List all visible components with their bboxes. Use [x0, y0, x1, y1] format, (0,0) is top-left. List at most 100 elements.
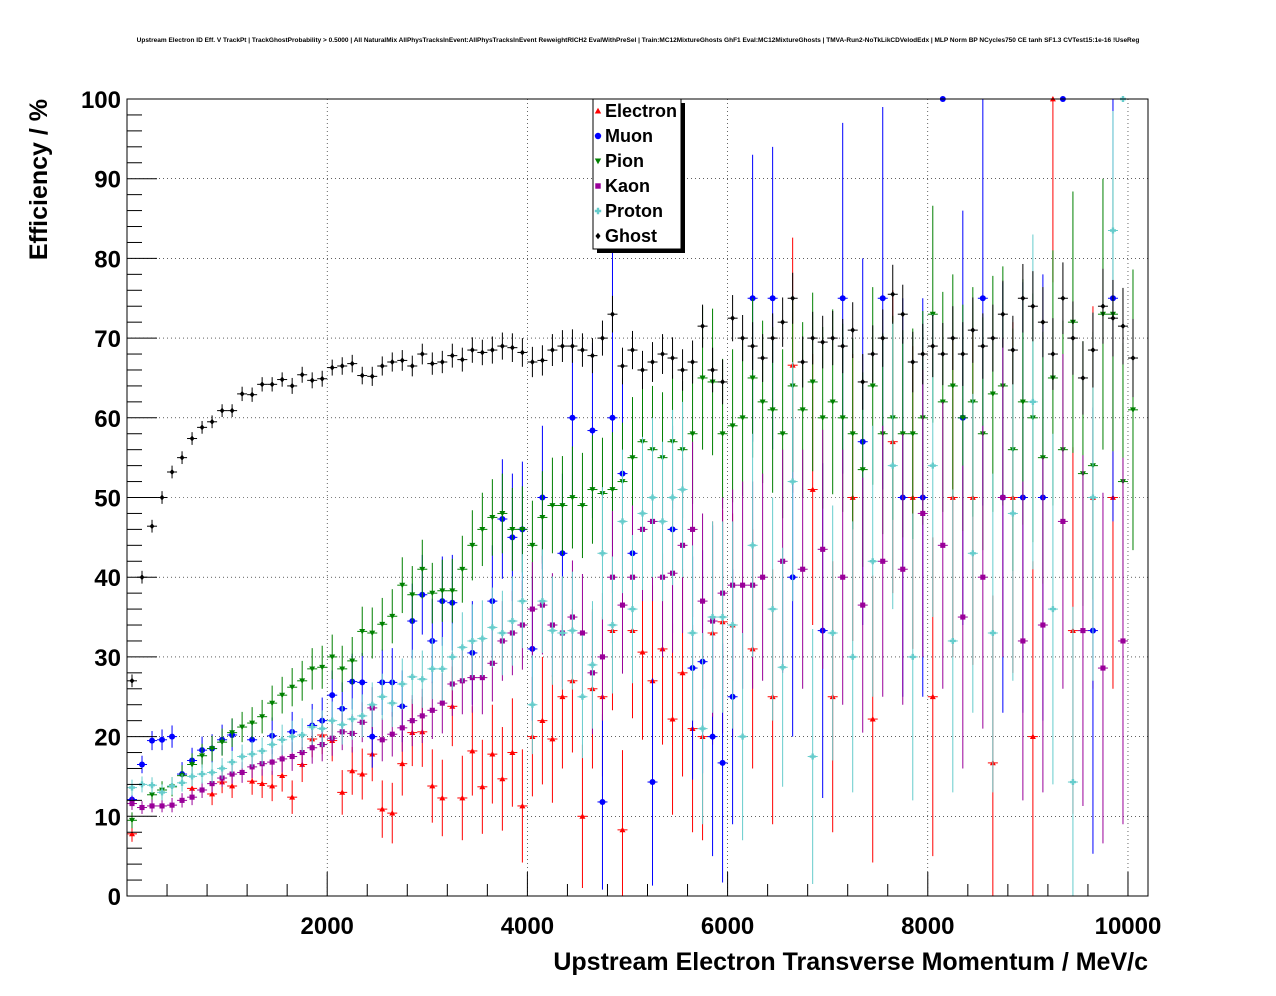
point-pion [229, 730, 236, 736]
point-proton [369, 701, 376, 708]
point-pion [529, 542, 536, 549]
point-pion [549, 503, 556, 509]
y-tick-label: 20 [94, 725, 121, 752]
point-muon [719, 759, 726, 766]
x-tick-label: 4000 [501, 913, 554, 940]
point-pion [909, 431, 916, 437]
point-pion [519, 526, 526, 533]
point-proton [539, 598, 546, 605]
point-muon [159, 736, 166, 743]
point-pion [439, 588, 446, 594]
point-muon [609, 414, 616, 421]
legend-marker-proton [594, 207, 602, 215]
point-proton [1089, 494, 1096, 501]
point-electron [209, 790, 216, 797]
point-ghost [560, 343, 565, 350]
point-pion [129, 817, 136, 824]
point-ghost [700, 323, 705, 330]
point-ghost [419, 351, 425, 358]
point-pion [699, 375, 706, 381]
point-proton [419, 676, 426, 683]
point-ghost [830, 335, 836, 342]
point-ghost [640, 366, 645, 373]
point-pion [869, 383, 876, 389]
point-ghost [660, 351, 665, 358]
point-ghost [740, 335, 746, 342]
point-ghost [159, 494, 165, 501]
point-pion [739, 415, 746, 421]
point-ghost [610, 311, 615, 318]
point-proton [149, 782, 156, 789]
point-proton [199, 771, 206, 778]
series-pion [127, 177, 1138, 829]
point-pion [309, 666, 316, 672]
y-tick-label: 30 [94, 645, 121, 672]
point-ghost [780, 319, 786, 326]
point-muon [139, 761, 146, 768]
point-kaon [619, 602, 626, 608]
point-pion [349, 658, 356, 664]
point-kaon [289, 753, 295, 760]
point-ghost [169, 468, 175, 475]
point-electron [349, 767, 356, 774]
point-kaon [179, 797, 185, 803]
point-ghost [940, 351, 946, 358]
point-pion [419, 566, 426, 573]
point-pion [769, 407, 776, 413]
point-ghost [980, 343, 986, 350]
point-ghost [1050, 351, 1056, 358]
point-kaon [139, 804, 145, 811]
point-kaon [1100, 665, 1106, 671]
point-pion [399, 582, 406, 589]
point-electron [429, 783, 436, 789]
point-pion [369, 630, 376, 636]
point-pion [459, 566, 466, 573]
point-muon [879, 295, 886, 302]
point-ghost [850, 327, 856, 334]
legend-label-kaon: Kaon [605, 176, 650, 196]
point-electron [869, 716, 876, 722]
point-proton [319, 725, 326, 732]
point-pion [209, 746, 216, 752]
point-proton [1069, 779, 1076, 786]
point-kaon [579, 630, 585, 636]
point-electron [189, 785, 196, 791]
point-muon [599, 798, 606, 805]
point-pion [409, 592, 416, 598]
point-electron [929, 693, 936, 700]
point-kaon [860, 602, 866, 608]
point-ghost [499, 343, 505, 350]
point-pion [319, 664, 326, 671]
point-ghost [650, 359, 655, 366]
y-tick-label: 60 [94, 406, 121, 433]
point-kaon [299, 749, 305, 756]
point-ghost [570, 343, 575, 350]
point-ghost [1030, 303, 1036, 310]
point-ghost [1010, 347, 1016, 354]
point-pion [839, 415, 846, 421]
point-proton [1109, 227, 1116, 234]
point-ghost [1100, 303, 1106, 310]
point-proton [279, 736, 286, 743]
point-electron [279, 772, 286, 779]
point-ghost [670, 355, 675, 362]
point-muon [839, 295, 846, 302]
point-proton [489, 624, 496, 631]
point-proton [969, 550, 976, 557]
point-proton [739, 733, 746, 740]
point-pion [279, 692, 286, 699]
x-tick-label: 2000 [301, 913, 354, 940]
point-proton [579, 693, 586, 700]
point-ghost [1080, 374, 1086, 381]
point-electron [359, 771, 366, 777]
point-pion [479, 526, 486, 533]
point-ghost [439, 359, 445, 366]
point-ghost [550, 347, 555, 354]
point-proton [1049, 606, 1056, 613]
point-pion [289, 684, 296, 691]
point-electron [439, 794, 446, 801]
y-tick-label: 70 [94, 326, 121, 353]
axis-ticks: 2000 4000 6000 8000 10000 0 10 20 30 40 50 60 70 80 90… [81, 87, 1161, 940]
point-kaon [800, 566, 806, 572]
point-muon [709, 733, 716, 740]
